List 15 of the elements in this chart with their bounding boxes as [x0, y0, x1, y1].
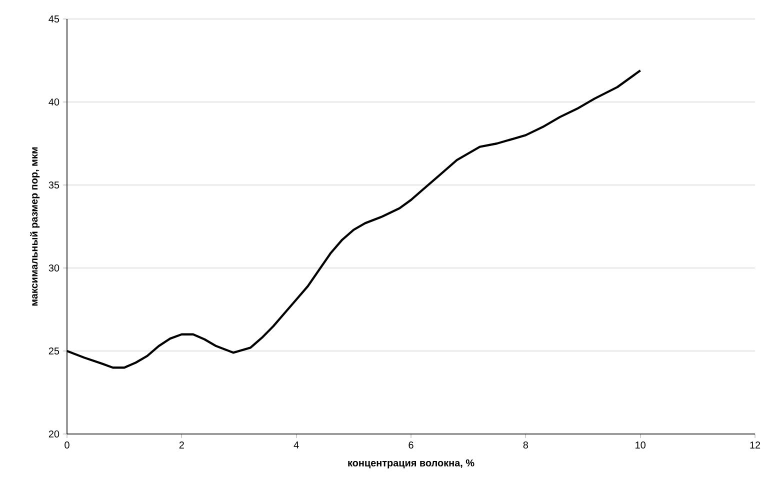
y-tick-label: 30 — [48, 264, 60, 272]
x-tick-label: 2 — [179, 442, 184, 448]
x-tick-label: 12 — [750, 442, 760, 448]
y-tick-label: 40 — [48, 98, 60, 106]
x-tick-label: 4 — [294, 442, 299, 448]
y-tick-label: 35 — [48, 181, 60, 189]
x-tick-label: 0 — [64, 442, 70, 449]
y-tick-label: 20 — [48, 430, 60, 438]
x-tick-label: 6 — [408, 442, 414, 449]
x-tick-label: 8 — [523, 442, 528, 449]
y-tick-label: 45 — [48, 16, 60, 22]
y-axis-title: максимальный размер пор, мкм — [30, 147, 40, 306]
x-axis-title: концентрация волокна, % — [348, 459, 474, 468]
x-tick-label: 10 — [636, 442, 646, 449]
y-tick-label: 25 — [48, 347, 60, 355]
